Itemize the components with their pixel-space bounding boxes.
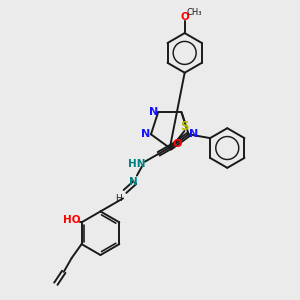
Text: N: N: [189, 129, 198, 139]
Text: S: S: [180, 119, 189, 133]
Text: N: N: [128, 176, 137, 187]
Text: HO: HO: [63, 215, 80, 225]
Text: N: N: [148, 107, 158, 117]
Text: O: O: [180, 12, 189, 22]
Text: CH₃: CH₃: [187, 8, 202, 17]
Text: O: O: [173, 139, 182, 149]
Text: N: N: [141, 129, 151, 139]
Text: HN: HN: [128, 159, 146, 169]
Text: H: H: [115, 194, 122, 203]
